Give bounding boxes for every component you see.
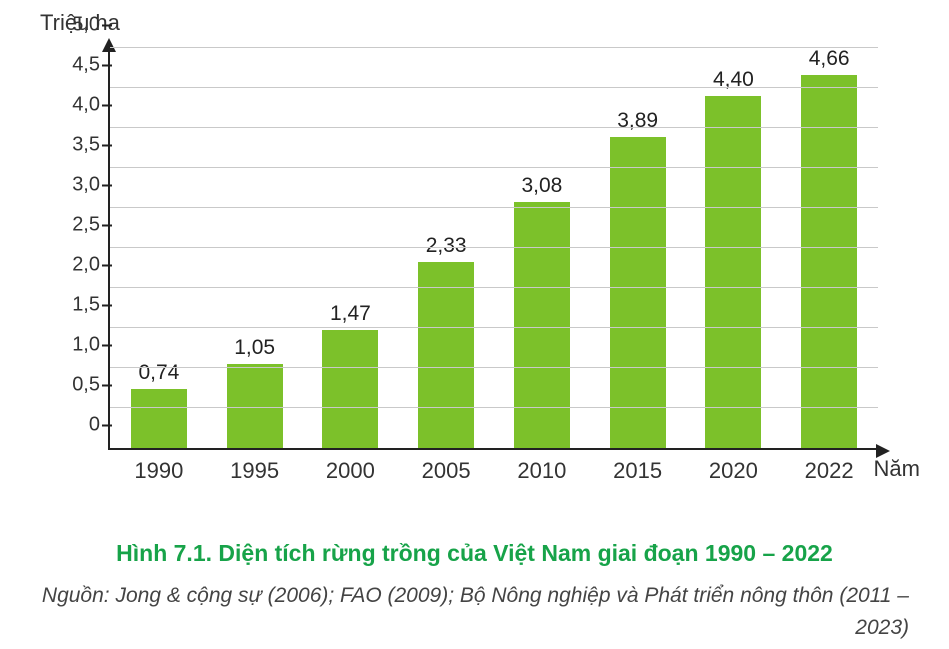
bar-value-label: 1,47: [330, 302, 371, 326]
bar-value-label: 1,05: [234, 336, 275, 360]
gridline: [110, 47, 878, 48]
y-tick-label: 0,5: [72, 374, 110, 397]
gridline: [110, 247, 878, 248]
x-axis-label: Năm: [874, 456, 920, 482]
bar-value-label: 0,74: [138, 361, 179, 385]
gridline: [110, 287, 878, 288]
bar: 3,89: [610, 137, 666, 448]
x-tick-label: 2015: [613, 458, 662, 484]
x-tick-label: 2000: [326, 458, 375, 484]
y-tick-label: 0: [89, 414, 110, 437]
y-tick-label: 1,5: [72, 294, 110, 317]
bar-slot: 4,402020: [705, 96, 763, 448]
figure-caption-source: Nguồn: Jong & cộng sự (2006); FAO (2009)…: [0, 580, 949, 643]
bar-slot: 1,472000: [322, 330, 380, 448]
bar: 0,74: [131, 389, 187, 448]
x-tick-label: 1990: [134, 458, 183, 484]
x-tick-label: 2005: [422, 458, 471, 484]
x-tick-label: 2010: [517, 458, 566, 484]
bar-value-label: 3,08: [521, 174, 562, 198]
bar: 1,47: [322, 330, 378, 448]
gridline: [110, 167, 878, 168]
bar-slot: 3,892015: [609, 137, 667, 448]
x-tick-label: 2022: [805, 458, 854, 484]
gridline: [110, 327, 878, 328]
bar-slot: 0,741990: [130, 389, 188, 448]
bar: 4,66: [801, 75, 857, 448]
gridline: [110, 87, 878, 88]
figure-caption-title: Hình 7.1. Diện tích rừng trồng của Việt …: [0, 540, 949, 567]
bar-slot: 1,051995: [226, 364, 284, 448]
y-tick-label: 3,5: [72, 134, 110, 157]
bar-value-label: 4,66: [809, 47, 850, 71]
gridline: [110, 207, 878, 208]
y-tick-label: 4,5: [72, 54, 110, 77]
gridline: [110, 127, 878, 128]
y-tick-label: 3,0: [72, 174, 110, 197]
bar: 4,40: [705, 96, 761, 448]
y-tick-label: 4,0: [72, 94, 110, 117]
y-tick-label: 1,0: [72, 334, 110, 357]
bar-slot: 2,332005: [417, 262, 475, 448]
bar-slot: 4,662022: [800, 75, 858, 448]
bar: 3,08: [514, 202, 570, 448]
bar: 2,33: [418, 262, 474, 448]
gridline: [110, 407, 878, 408]
bars-group: 0,741990 1,051995 1,472000 2,332005 3,082010…: [110, 50, 878, 448]
x-axis-arrow-icon: [876, 444, 890, 458]
y-tick-label: 2,5: [72, 214, 110, 237]
x-tick-label: 2020: [709, 458, 758, 484]
bar-slot: 3,082010: [513, 202, 571, 448]
gridline: [110, 367, 878, 368]
y-tick-label: 5,0: [72, 14, 110, 37]
x-tick-label: 1995: [230, 458, 279, 484]
bar-value-label: 3,89: [617, 109, 658, 133]
y-tick-label: 2,0: [72, 254, 110, 277]
chart-container: Triệu ha Năm 0,7419901,0519951,4720002,3…: [30, 10, 920, 500]
plot-area: 0,741990 1,051995 1,472000 2,332005 3,082010…: [108, 50, 878, 450]
bar-value-label: 4,40: [713, 68, 754, 92]
bar: 1,05: [227, 364, 283, 448]
bar-value-label: 2,33: [426, 234, 467, 258]
